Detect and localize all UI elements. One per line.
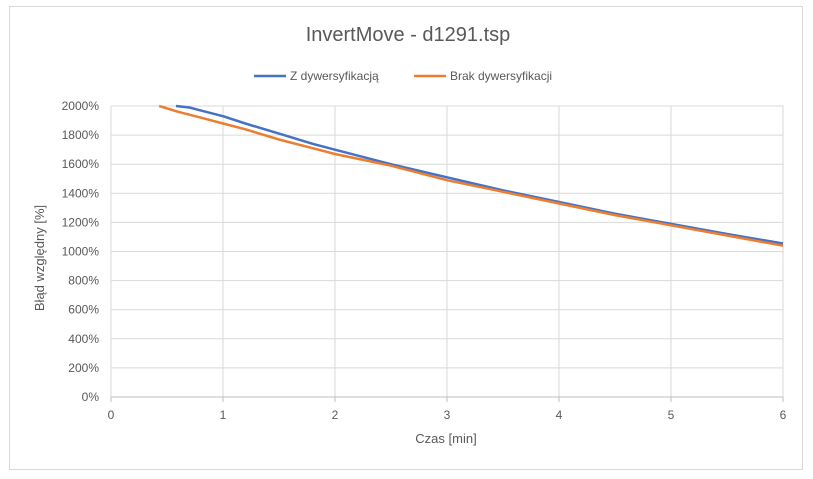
x-tick-label: 5 (668, 408, 675, 422)
y-tick-label: 1600% (62, 157, 100, 171)
x-axis-ticks: 0 1 2 3 4 5 6 (108, 408, 787, 422)
series-lines (158, 104, 784, 247)
legend-label-0: Z dywersyfikacją (290, 69, 379, 83)
x-tick-label: 3 (444, 408, 451, 422)
x-axis-label: Czas [min] (415, 431, 476, 446)
chart-frame: InvertMove - d1291.tsp Z dywersyfikacją B… (9, 6, 803, 470)
line-chart: InvertMove - d1291.tsp Z dywersyfikacją B… (32, 24, 787, 446)
gridlines (110, 105, 784, 402)
x-tick-label: 6 (780, 408, 787, 422)
y-tick-label: 1000% (62, 245, 100, 259)
x-tick-label: 0 (108, 408, 115, 422)
y-tick-label: 1200% (62, 215, 100, 229)
x-tick-label: 4 (556, 408, 563, 422)
y-tick-label: 200% (68, 361, 99, 375)
legend-label-1: Brak dywersyfikacji (450, 69, 552, 83)
series-line-1 (158, 104, 784, 247)
y-axis-ticks: 0% 200% 400% 600% 800% 1000% 1200% 1400% 1600% 18… (62, 99, 100, 404)
legend: Z dywersyfikacją Brak dywersyfikacji (254, 69, 552, 83)
x-tick-label: 1 (220, 408, 227, 422)
y-tick-label: 1800% (62, 128, 100, 142)
y-tick-label: 800% (68, 274, 99, 288)
x-tick-label: 2 (332, 408, 339, 422)
y-tick-label: 600% (68, 303, 99, 317)
y-tick-label: 2000% (62, 99, 100, 113)
y-axis-label: Błąd względny [%] (32, 205, 47, 311)
y-tick-label: 0% (82, 390, 100, 404)
series-line-0 (175, 104, 784, 245)
y-tick-label: 1400% (62, 186, 100, 200)
chart-title: InvertMove - d1291.tsp (306, 24, 511, 46)
y-tick-label: 400% (68, 332, 99, 346)
